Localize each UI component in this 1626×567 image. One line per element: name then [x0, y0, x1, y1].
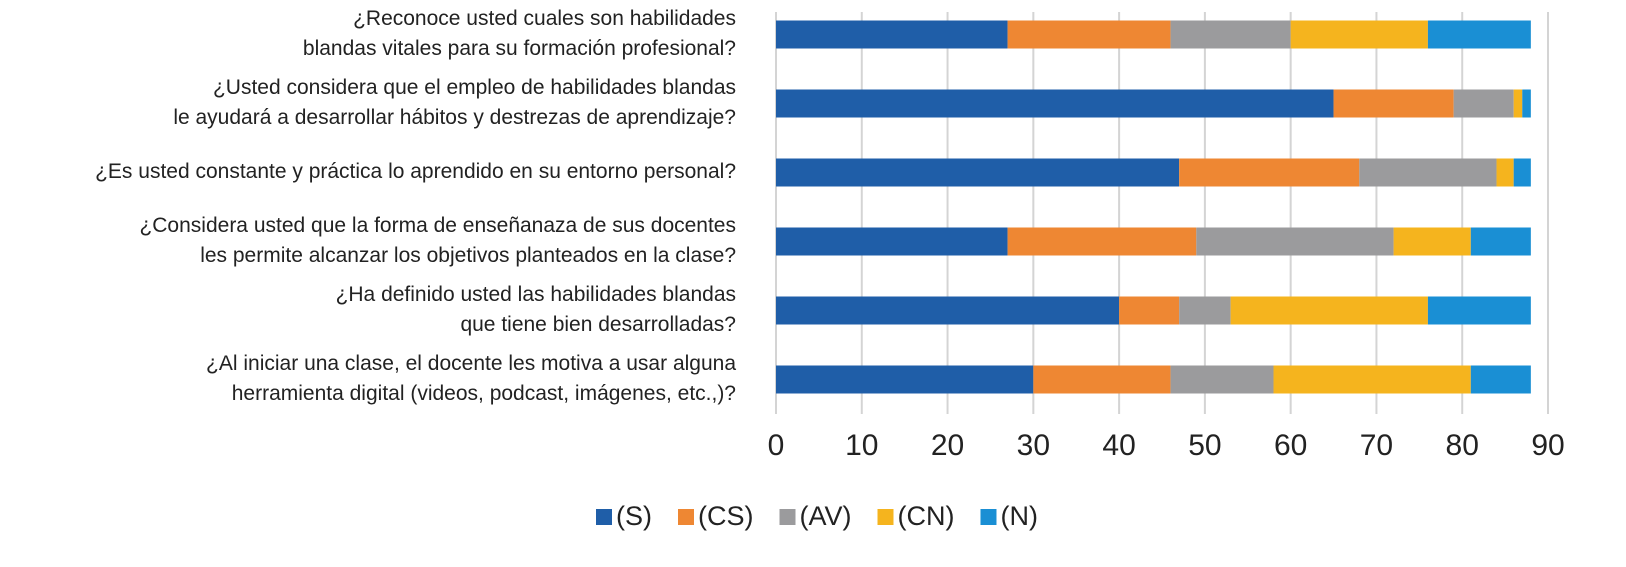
bar-segment [1007, 227, 1197, 256]
legend-swatch [980, 509, 997, 525]
bar-segment [1196, 227, 1394, 256]
bar-segment [1496, 158, 1514, 187]
category-label: ¿Reconoce usted cuales son habilidades [353, 7, 736, 30]
category-label: le ayudará a desarrollar hábitos y destr… [173, 106, 736, 129]
bar-segment [1179, 296, 1231, 325]
category-label: ¿Usted considera que el empleo de habili… [213, 76, 736, 99]
bar-segment [1170, 20, 1291, 49]
legend-label: (CN) [898, 501, 955, 531]
bar-segment [1359, 158, 1497, 187]
category-label: ¿Ha definido usted las habilidades bland… [336, 283, 736, 306]
bar-segment [776, 158, 1180, 187]
bar-segment [1119, 296, 1180, 325]
category-label: les permite alcanzar los objetivos plant… [200, 244, 736, 267]
category-label: herramienta digital (videos, podcast, im… [232, 382, 736, 405]
category-label: ¿Al iniciar una clase, el docente les mo… [206, 352, 736, 375]
category-label: ¿Es usted constante y práctica lo aprend… [95, 160, 736, 183]
legend-swatch [877, 509, 894, 525]
bar-segment [1427, 20, 1531, 49]
bar-segment [1522, 89, 1531, 118]
x-tick-label: 30 [1017, 429, 1050, 462]
category-label: ¿Considera usted que la forma de enseñan… [139, 214, 736, 237]
bar-segment [776, 365, 1034, 394]
category-label: blandas vitales para su formación profes… [303, 37, 736, 60]
bar-segment [1007, 20, 1171, 49]
x-tick-label: 20 [931, 429, 964, 462]
x-tick-label: 60 [1274, 429, 1307, 462]
bar-segment [1513, 89, 1523, 118]
x-tick-label: 50 [1188, 429, 1221, 462]
category-label: que tiene bien desarrolladas? [460, 313, 736, 336]
legend-swatch [596, 509, 612, 525]
bar-segment [1273, 365, 1471, 394]
legend-label: (CS) [698, 501, 754, 531]
bar-segment [1170, 365, 1274, 394]
bar-segment [1290, 20, 1428, 49]
x-tick-label: 80 [1446, 429, 1479, 462]
bar-segment [1179, 158, 1360, 187]
x-tick-label: 40 [1102, 429, 1135, 462]
x-tick-label: 0 [768, 429, 785, 462]
legend-label: (N) [1000, 501, 1037, 531]
bar-segment [1393, 227, 1471, 256]
legend-swatch [678, 509, 694, 525]
legend-swatch [779, 509, 796, 525]
bar-segment [776, 296, 1120, 325]
bar-segment [776, 89, 1334, 118]
legend-label: (AV) [800, 501, 852, 531]
bar-segment [776, 20, 1008, 49]
bar-segment [1427, 296, 1531, 325]
bar-segment [1033, 365, 1171, 394]
bar-segment [1333, 89, 1454, 118]
bar-segment [776, 227, 1008, 256]
bar-segment [1470, 227, 1531, 256]
x-tick-label: 10 [845, 429, 878, 462]
legend-label: (S) [616, 501, 652, 531]
bar-segment [1230, 296, 1428, 325]
bar-segment [1470, 365, 1531, 394]
x-tick-label: 70 [1360, 429, 1393, 462]
x-tick-label: 90 [1531, 429, 1564, 462]
bar-segment [1453, 89, 1514, 118]
bar-segment [1513, 158, 1531, 187]
